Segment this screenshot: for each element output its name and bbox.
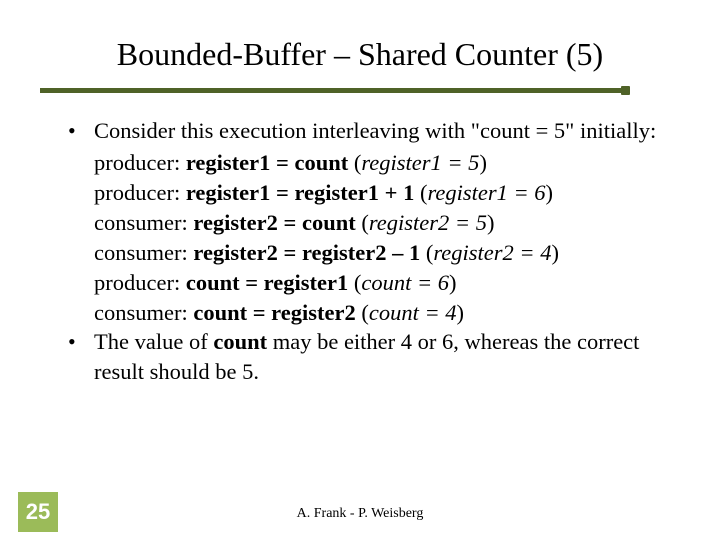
result-text: count = 6	[361, 270, 449, 295]
paren-close: )	[551, 240, 559, 265]
slide: Bounded-Buffer – Shared Counter (5) Cons…	[0, 0, 720, 540]
footer-author: A. Frank - P. Weisberg	[0, 506, 720, 522]
result-text: count = 4	[369, 300, 457, 325]
paren-close: )	[479, 150, 487, 175]
op-text: register2 = register2 – 1	[193, 240, 420, 265]
result-text: register2 = 4	[433, 240, 551, 265]
interleaving-line-3: consumer: register2 = count (register2 =…	[68, 208, 678, 238]
op-text: count = register1	[186, 270, 348, 295]
paren-open: (	[356, 210, 369, 235]
paren-open: (	[348, 270, 361, 295]
role-text: consumer:	[94, 210, 193, 235]
role-text: producer:	[94, 150, 186, 175]
paren-close: )	[449, 270, 457, 295]
paren-close: )	[487, 210, 495, 235]
paren-open: (	[356, 300, 369, 325]
op-text: register1 = register1 + 1	[186, 180, 414, 205]
bullet-1-lead: Consider this execution interleaving wit…	[94, 118, 656, 143]
body-content: Consider this execution interleaving wit…	[68, 116, 678, 389]
role-text: consumer:	[94, 300, 193, 325]
paren-close: )	[457, 300, 465, 325]
role-text: producer:	[94, 180, 186, 205]
bullet-1: Consider this execution interleaving wit…	[68, 116, 678, 146]
slide-title: Bounded-Buffer – Shared Counter (5)	[117, 36, 603, 72]
result-text: register2 = 5	[369, 210, 487, 235]
interleaving-line-1: producer: register1 = count (register1 =…	[68, 148, 678, 178]
interleaving-line-6: consumer: count = register2 (count = 4)	[68, 298, 678, 328]
interleaving-line-4: consumer: register2 = register2 – 1 (reg…	[68, 238, 678, 268]
paren-open: (	[348, 150, 361, 175]
result-text: register1 = 6	[427, 180, 545, 205]
slide-number-box: 25	[18, 492, 58, 532]
interleaving-line-2: producer: register1 = register1 + 1 (reg…	[68, 178, 678, 208]
bullet-2: The value of count may be either 4 or 6,…	[68, 327, 678, 387]
op-text: count = register2	[193, 300, 355, 325]
role-text: producer:	[94, 270, 186, 295]
paren-close: )	[546, 180, 554, 205]
bullet-2-bold: count	[213, 329, 267, 354]
title-block: Bounded-Buffer – Shared Counter (5)	[0, 36, 720, 73]
paren-open: (	[414, 180, 427, 205]
result-text: register1 = 5	[361, 150, 479, 175]
op-text: register2 = count	[193, 210, 355, 235]
paren-open: (	[420, 240, 433, 265]
interleaving-line-5: producer: count = register1 (count = 6)	[68, 268, 678, 298]
op-text: register1 = count	[186, 150, 348, 175]
role-text: consumer:	[94, 240, 193, 265]
bullet-2-pre: The value of	[94, 329, 213, 354]
title-underline	[40, 88, 626, 93]
slide-number: 25	[26, 499, 50, 525]
